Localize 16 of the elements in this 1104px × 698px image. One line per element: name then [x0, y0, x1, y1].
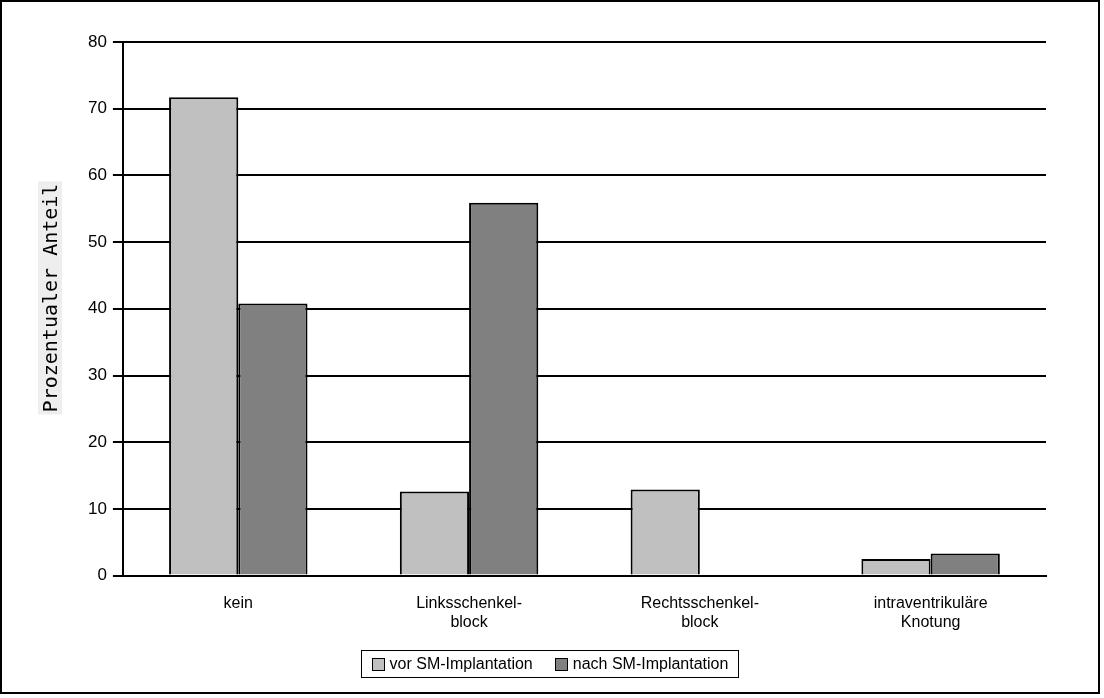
legend-label: vor SM-Implantation — [389, 655, 533, 673]
y-tick-label: 80 — [87, 31, 107, 51]
legend-label: nach SM-Implantation — [572, 655, 729, 673]
y-tick-label: 0 — [97, 565, 107, 585]
x-tick-label: Linksschenkel- block — [416, 593, 522, 630]
x-tick-label: kein — [223, 593, 253, 611]
y-tick-label: 70 — [87, 98, 107, 118]
y-axis-title: Prozentualer Anteil — [38, 181, 62, 415]
y-tick-label: 50 — [87, 231, 107, 251]
y-tick-label: 40 — [87, 298, 107, 318]
x-tick-label: intraventrikuläre Knotung — [873, 593, 988, 630]
y-tick-label: 30 — [87, 365, 107, 385]
x-tick-label: Rechtsschenkel- block — [640, 593, 759, 630]
y-tick-label: 60 — [87, 165, 107, 185]
y-tick-label: 20 — [87, 431, 107, 451]
y-tick-label: 10 — [87, 498, 107, 518]
